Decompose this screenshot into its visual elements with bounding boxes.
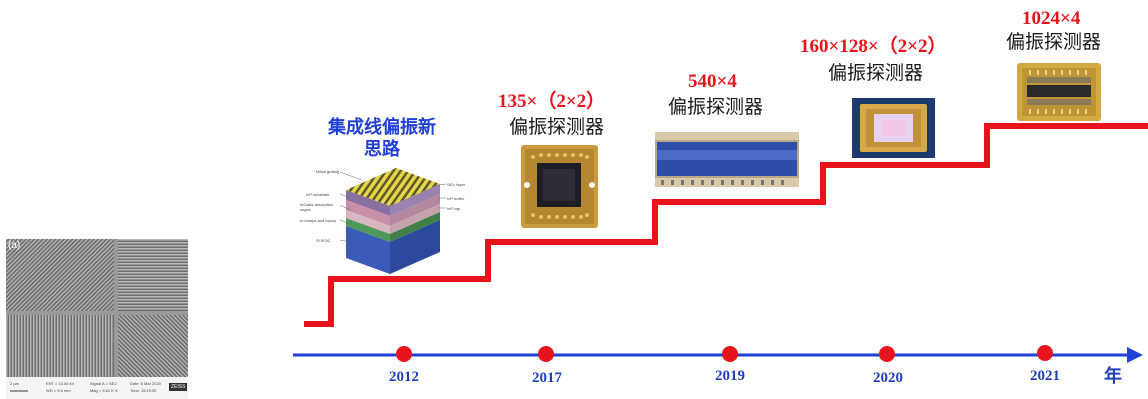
label-si-roic: Si ROIC bbox=[316, 238, 331, 243]
milestone-1-chip-photo bbox=[521, 145, 598, 228]
milestone-1-size: 135×（2×2） bbox=[498, 91, 606, 112]
label-in-bumps: In bumps and epoxy bbox=[300, 218, 337, 223]
sem-wd: WD = 9.5 mm bbox=[46, 388, 71, 393]
concept-heading: 集成线偏振新 思路 bbox=[322, 117, 442, 160]
label-inp-cap: InP cap bbox=[447, 206, 461, 211]
year-dot-2020 bbox=[879, 346, 895, 362]
label-inp-substrate: InP substrate bbox=[306, 192, 330, 197]
milestone-4-size: 1024×4 bbox=[1022, 8, 1081, 29]
milestone-3-label: 偏振探测器 bbox=[828, 62, 924, 84]
milestone-4-label: 偏振探测器 bbox=[1006, 31, 1102, 53]
milestone-3-size: 160×128×（2×2） bbox=[800, 36, 947, 57]
year-dot-2017 bbox=[538, 346, 554, 362]
zeiss-logo: ZEISS bbox=[169, 383, 188, 391]
device-schematic: Metal grating SiO₂ layer InP substrate I… bbox=[300, 160, 470, 278]
year-unit-label: 年 bbox=[1104, 366, 1122, 387]
concept-heading-line1: 集成线偏振新 bbox=[328, 117, 436, 138]
year-dot-2012 bbox=[396, 346, 412, 362]
sem-signal: Signal A = SE2 bbox=[90, 381, 117, 386]
sem-eht: EHT = 10.00 kV bbox=[46, 381, 75, 386]
label-absorption: InGaAs absorption region bbox=[300, 202, 334, 212]
year-label-2021: 2021 bbox=[1030, 368, 1060, 384]
sem-time: Time: 15:19:50 bbox=[130, 388, 157, 393]
sem-scale: 2 µm bbox=[10, 381, 19, 386]
milestone-2-chip-photo bbox=[655, 132, 799, 187]
milestone-1-label: 偏振探测器 bbox=[509, 116, 605, 138]
milestone-4-chip-photo bbox=[1017, 63, 1101, 121]
sem-date: Date: 5 Mar 2020 bbox=[130, 381, 161, 386]
label-sio2: SiO₂ layer bbox=[447, 182, 466, 187]
year-label-2012: 2012 bbox=[389, 369, 419, 385]
sem-panel-label: (a) bbox=[8, 240, 21, 251]
milestone-3-chip-photo bbox=[852, 98, 935, 158]
year-label-2019: 2019 bbox=[715, 368, 745, 384]
progress-staircase bbox=[304, 123, 1148, 327]
milestone-2-label: 偏振探测器 bbox=[668, 96, 764, 118]
time-axis-arrow bbox=[1127, 347, 1143, 363]
year-dot-2021 bbox=[1037, 345, 1053, 361]
year-label-2020: 2020 bbox=[873, 370, 903, 386]
label-inp-buffer: InP buffer bbox=[447, 196, 465, 201]
year-label-2017: 2017 bbox=[532, 370, 562, 386]
year-dot-2019 bbox=[722, 346, 738, 362]
concept-heading-line2: 思路 bbox=[364, 138, 400, 160]
sem-mag: Mag = 5.61 K X bbox=[90, 388, 118, 393]
milestone-2-size: 540×4 bbox=[688, 71, 737, 92]
label-metal-grating: Metal grating bbox=[316, 169, 340, 174]
sem-micrograph: (a) 2 µm EHT = 10.00 kV WD = 9.5 mm Sign… bbox=[6, 239, 188, 399]
